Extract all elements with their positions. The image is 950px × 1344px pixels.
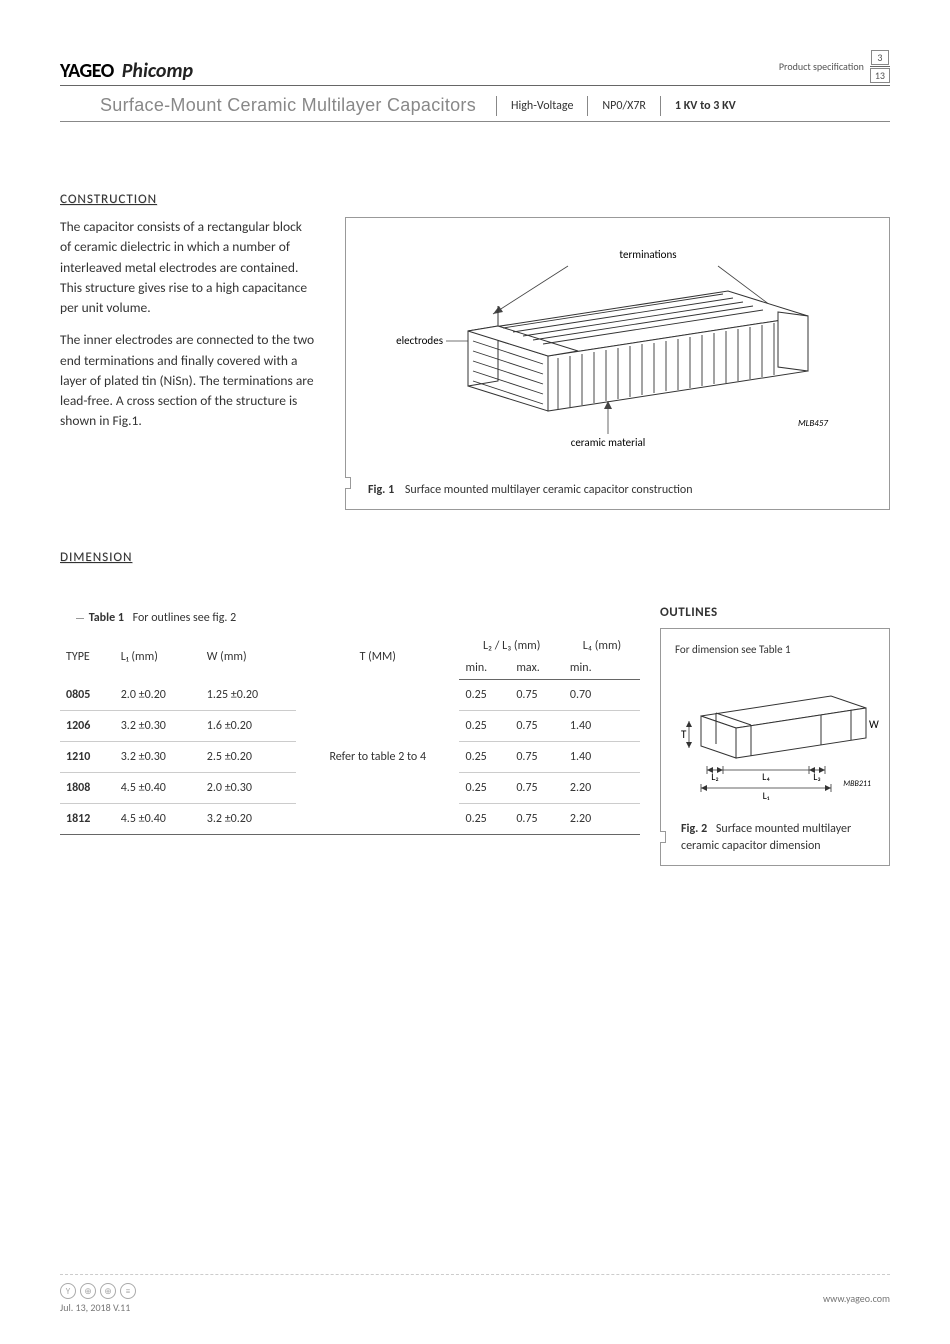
figure-1-caption: Fig. 1 Surface mounted multilayer cerami… (358, 483, 877, 497)
product-spec-label: Product specification (779, 60, 864, 73)
col-l4-min: min. (564, 657, 640, 680)
product-spec-label-block: Product specification 3 13 (779, 50, 890, 83)
col-l23-min: min. (459, 657, 510, 680)
table-1-number: Table 1 (89, 611, 124, 625)
col-type: TYPE (60, 635, 115, 680)
cell-w: 1.25 ±0.20 (201, 680, 296, 711)
figure-2-svg: T W (671, 666, 879, 806)
cert-icon: ⊕ (100, 1283, 116, 1299)
fig1-caption-text: Surface mounted multilayer ceramic capac… (405, 483, 693, 497)
table-1-caption: Table 1 For outlines see fig. 2 (72, 611, 640, 625)
page-total: 13 (870, 68, 890, 83)
cell-type: 0805 (60, 680, 115, 711)
cert-icon: ≡ (120, 1283, 136, 1299)
cell-l4: 0.70 (564, 680, 640, 711)
fig1-label-electrodes: electrodes (396, 334, 443, 347)
outlines-hint: For dimension see Table 1 (671, 643, 879, 656)
svg-text:W: W (869, 718, 879, 731)
brand-phicomp: Phicomp (122, 59, 193, 83)
svg-text:L₂: L₂ (711, 770, 719, 783)
col-t: T (MM) (296, 635, 459, 680)
cell-l1: 2.0 ±0.20 (115, 680, 201, 711)
dimension-table: TYPE L₁ (mm) W (mm) T (MM) L₂ / L₃ (mm) … (60, 635, 640, 835)
col-l1: L₁ (mm) (115, 635, 201, 680)
construction-para-1: The capacitor consists of a rectangular … (60, 217, 315, 318)
page-number-fraction: 3 13 (870, 50, 890, 83)
page-header: YAGEO Phicomp Product specification 3 13 (60, 50, 890, 86)
svg-text:L₃: L₃ (813, 770, 821, 783)
cert-icon: Y (60, 1283, 76, 1299)
brand-yageo: YAGEO (60, 59, 114, 83)
fig1-code: MLB457 (798, 418, 828, 429)
sub-header: Surface-Mount Ceramic Multilayer Capacit… (60, 92, 890, 122)
page-current: 3 (871, 50, 889, 65)
svg-text:L₁: L₁ (763, 789, 770, 802)
fig1-label-ceramic: ceramic material (571, 436, 646, 449)
cell-max: 0.75 (510, 680, 564, 711)
footer-date: Jul. 13, 2018 V.11 (60, 1301, 136, 1314)
figure-2-caption: Fig. 2 Surface mounted multilayer cerami… (671, 821, 879, 855)
construction-para-2: The inner electrodes are connected to th… (60, 330, 315, 431)
figure-2-box: For dimension see Table 1 (660, 628, 890, 866)
svg-text:MBB211: MBB211 (843, 779, 871, 789)
header-col-voltage: High-Voltage (507, 99, 577, 113)
construction-heading: CONSTRUCTION (60, 192, 890, 207)
footer-url: www.yageo.com (823, 1292, 890, 1305)
footer-cert-icons: Y ⊕ ⊕ ≡ (60, 1283, 136, 1299)
svg-text:L₄: L₄ (762, 770, 770, 783)
table-1-caption-text: For outlines see fig. 2 (133, 611, 237, 625)
fig2-number: Fig. 2 (681, 822, 707, 836)
svg-text:T: T (681, 728, 687, 741)
cert-icon: ⊕ (80, 1283, 96, 1299)
cell-t-note: Refer to table 2 to 4 (296, 680, 459, 835)
figure-1-svg: terminations electrodes (358, 236, 858, 466)
outlines-block: OUTLINES For dimension see Table 1 (660, 605, 890, 866)
outlines-heading: OUTLINES (660, 605, 890, 620)
dimension-heading: DIMENSION (60, 550, 890, 565)
doc-title: Surface-Mount Ceramic Multilayer Capacit… (100, 95, 486, 116)
table-row: 0805 2.0 ±0.20 1.25 ±0.20 Refer to table… (60, 680, 640, 711)
page-footer: Y ⊕ ⊕ ≡ Jul. 13, 2018 V.11 www.yageo.com (60, 1274, 890, 1314)
header-col-range: 1 KV to 3 KV (671, 99, 740, 113)
cell-min: 0.25 (459, 680, 510, 711)
header-col-dielectric: NP0/X7R (598, 99, 650, 113)
col-l23-max: max. (510, 657, 564, 680)
col-l23: L₂ / L₃ (mm) (459, 635, 563, 657)
figure-1-box: terminations electrodes (345, 217, 890, 510)
brand-block: YAGEO Phicomp (60, 59, 193, 83)
fig1-label-terminations: terminations (619, 248, 676, 261)
col-l4: L₄ (mm) (564, 635, 640, 657)
fig1-number: Fig. 1 (368, 483, 394, 497)
col-w: W (mm) (201, 635, 296, 680)
construction-text: The capacitor consists of a rectangular … (60, 217, 315, 444)
